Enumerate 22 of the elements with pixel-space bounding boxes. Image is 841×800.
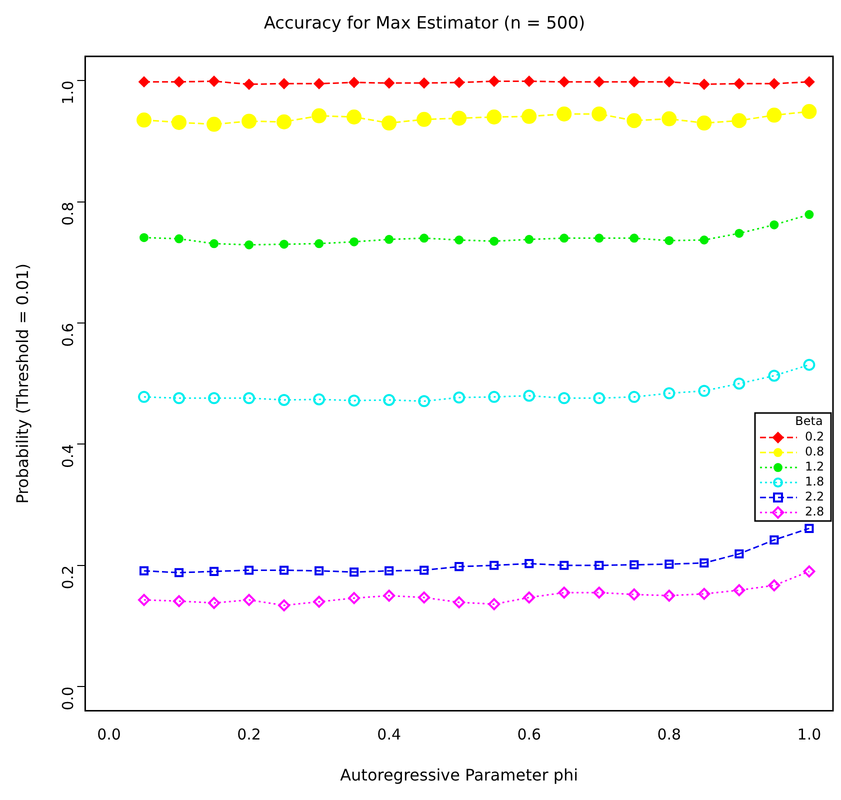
legend-label: 1.2 — [805, 460, 824, 474]
x-tick-label: 0.4 — [377, 726, 402, 744]
y-tick-label: 0.0 — [59, 686, 78, 710]
y-axis-title: Probability (Threshold = 0.01) — [12, 264, 32, 504]
legend-label: 2.2 — [805, 490, 824, 504]
y-tick-label: 0.4 — [59, 444, 78, 468]
legend-label: 0.8 — [805, 444, 824, 459]
x-tick-label: 0.6 — [517, 726, 542, 744]
y-tick-label: 0.8 — [59, 202, 78, 226]
x-tick-label: 0.2 — [237, 726, 261, 744]
x-tick-label: 0.0 — [97, 726, 121, 744]
x-tick-label: 1.0 — [797, 726, 822, 744]
x-axis-title: Autoregressive Parameter phi — [340, 766, 578, 785]
chart-title: Accuracy for Max Estimator (n = 500) — [264, 14, 586, 34]
legend-title: Beta — [795, 414, 823, 428]
x-tick-label: 0.8 — [657, 726, 682, 744]
y-tick-label: 1.0 — [59, 80, 78, 104]
legend-label: 1.8 — [805, 474, 824, 489]
y-tick-label: 0.2 — [59, 565, 78, 590]
legend-label: 0.2 — [805, 430, 824, 444]
y-tick-label: 0.6 — [59, 323, 78, 347]
legend-label: 2.8 — [805, 504, 824, 519]
